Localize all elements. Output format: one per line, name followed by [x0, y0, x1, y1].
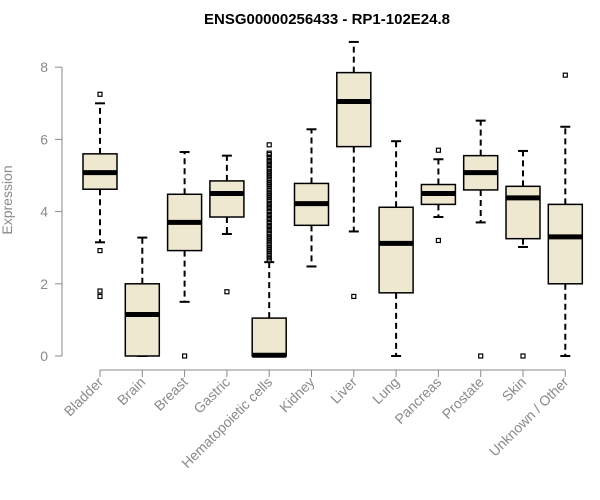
outlier-point — [266, 233, 272, 239]
outlier-point — [351, 293, 357, 300]
chart-title: ENSG00000256433 - RP1-102E24.8 — [204, 11, 450, 28]
boxes-group — [82, 40, 584, 359]
x-tick-label: Lung — [369, 374, 402, 407]
y-tick-label: 0 — [40, 348, 48, 364]
box-pancreas — [420, 147, 457, 244]
outlier-point — [266, 211, 272, 218]
outlier-point — [266, 157, 272, 163]
outlier-point — [266, 179, 272, 185]
y-axis: 0 2 4 6 8 — [40, 59, 63, 364]
box-iqr — [378, 206, 414, 294]
box-kidney — [293, 128, 330, 268]
outlier-point — [266, 219, 272, 226]
y-tick-label: 2 — [40, 276, 48, 292]
box-bladder — [82, 91, 118, 300]
x-tick-label: Bladder — [61, 374, 107, 420]
box-lung — [378, 140, 414, 357]
outlier-point — [520, 353, 526, 359]
outlier-point — [266, 176, 272, 182]
box-iqr — [209, 180, 245, 218]
outlier-point — [266, 222, 272, 228]
outlier-point — [435, 237, 441, 244]
outlier-point — [266, 244, 272, 250]
outlier-point — [266, 241, 272, 247]
outlier-point — [266, 150, 272, 156]
x-tick-label: Brain — [114, 374, 148, 408]
y-tick-label: 4 — [40, 204, 48, 220]
x-tick-label: Skin — [499, 374, 530, 405]
outlier-point — [266, 230, 272, 236]
outlier-point — [182, 353, 188, 359]
outlier-point — [224, 289, 230, 295]
outlier-point — [266, 165, 272, 171]
x-tick-label: Unknown / Other — [486, 374, 572, 460]
outlier-point — [266, 168, 272, 174]
box-skin — [505, 149, 541, 359]
box-gastric — [209, 154, 245, 295]
box-breast — [166, 151, 203, 359]
box-prostate — [462, 119, 499, 359]
box-unknown-other — [547, 72, 584, 357]
outlier-point — [266, 190, 272, 196]
box-brain — [124, 236, 161, 357]
outlier-point — [266, 255, 272, 261]
box-iqr — [336, 71, 372, 148]
outlier-point — [97, 293, 103, 300]
box-iqr — [547, 203, 584, 285]
box-iqr — [124, 283, 161, 357]
box-liver — [336, 40, 372, 300]
outlier-point — [97, 288, 103, 294]
x-tick-label: Liver — [327, 374, 360, 407]
outlier-point — [266, 201, 272, 207]
outlier-point — [478, 353, 484, 359]
outlier-point — [97, 247, 103, 254]
outlier-point — [266, 209, 272, 215]
outlier-point — [97, 91, 103, 97]
y-tick-label: 8 — [40, 59, 48, 75]
x-tick-label: Prostate — [439, 374, 487, 422]
outlier-point — [266, 187, 272, 193]
x-tick-label: Pancreas — [391, 374, 444, 427]
y-tick-label: 6 — [40, 131, 48, 147]
outlier-point — [435, 147, 441, 153]
x-tick-label: Kidney — [276, 374, 318, 416]
outlier-point — [562, 72, 568, 78]
box-hematopoietic-cells — [251, 142, 287, 358]
outlier-point — [266, 198, 272, 204]
y-axis-label: Expression — [0, 165, 15, 234]
box-iqr — [251, 317, 287, 357]
x-tick-label: Breast — [151, 374, 191, 414]
box-iqr — [505, 185, 541, 240]
outlier-point — [266, 252, 272, 258]
outlier-point — [266, 142, 272, 148]
